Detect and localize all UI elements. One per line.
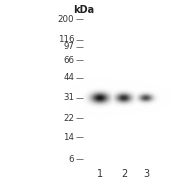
Text: 1: 1 [97, 169, 103, 179]
Text: 200: 200 [58, 15, 74, 24]
Text: 14: 14 [63, 133, 74, 141]
Text: 31: 31 [63, 93, 74, 102]
Text: 22: 22 [63, 114, 74, 123]
Text: 3: 3 [143, 169, 149, 179]
Text: 116: 116 [58, 35, 74, 44]
Text: 97: 97 [64, 43, 74, 51]
Text: 66: 66 [63, 56, 74, 65]
Text: 44: 44 [63, 73, 74, 82]
Text: 2: 2 [121, 169, 127, 179]
Text: 6: 6 [69, 155, 74, 164]
Text: kDa: kDa [73, 5, 94, 15]
